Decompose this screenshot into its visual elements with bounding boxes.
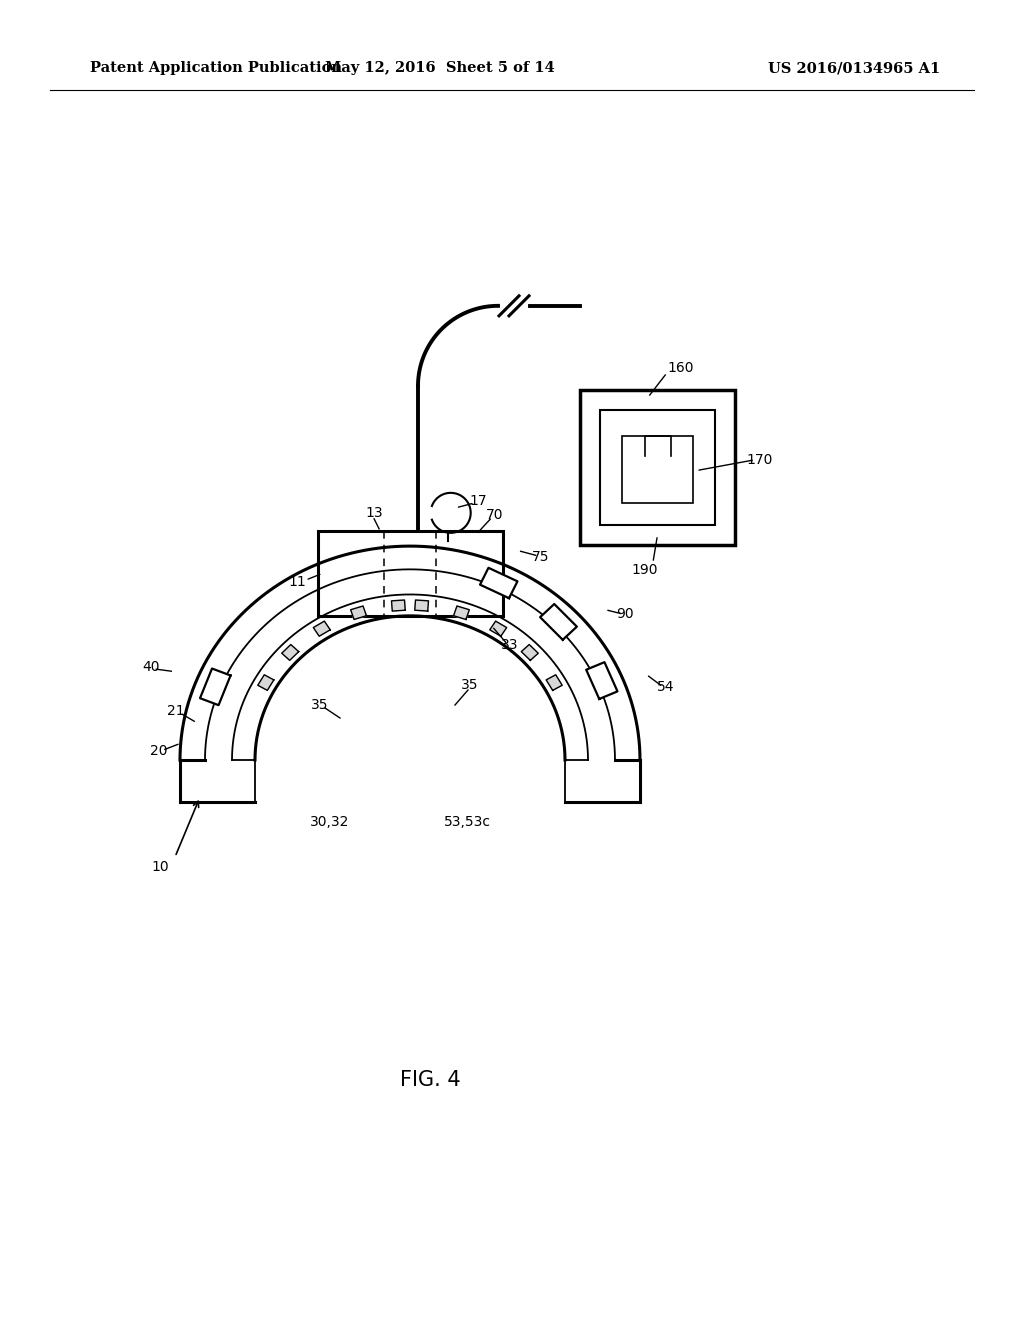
Polygon shape [391, 601, 406, 611]
Text: Patent Application Publication: Patent Application Publication [90, 61, 342, 75]
Text: 20: 20 [151, 744, 168, 759]
Text: 35: 35 [461, 678, 479, 692]
Text: 53,53c: 53,53c [444, 814, 490, 829]
Bar [600, 411, 715, 525]
Text: 21: 21 [168, 705, 185, 718]
Bar [317, 531, 503, 616]
Text: 17: 17 [470, 494, 487, 508]
Bar [580, 389, 735, 545]
Polygon shape [586, 663, 617, 700]
Text: May 12, 2016  Sheet 5 of 14: May 12, 2016 Sheet 5 of 14 [326, 61, 555, 75]
Text: 33: 33 [501, 639, 518, 652]
Polygon shape [313, 622, 330, 636]
Polygon shape [546, 675, 562, 690]
Text: 90: 90 [616, 607, 634, 622]
Text: FIG. 4: FIG. 4 [399, 1071, 461, 1090]
Text: 170: 170 [746, 453, 773, 467]
Polygon shape [540, 605, 577, 640]
Polygon shape [415, 601, 428, 611]
Text: 30,32: 30,32 [310, 814, 349, 829]
Polygon shape [489, 622, 507, 636]
Text: 160: 160 [668, 360, 694, 375]
Text: 11: 11 [289, 574, 306, 589]
Polygon shape [350, 606, 367, 619]
Polygon shape [258, 675, 273, 690]
Polygon shape [200, 668, 230, 705]
Text: 54: 54 [657, 680, 675, 694]
Text: 70: 70 [485, 508, 503, 523]
Text: 10: 10 [152, 861, 169, 874]
Text: 190: 190 [632, 564, 658, 577]
Text: 75: 75 [531, 550, 550, 564]
Text: 35: 35 [311, 698, 329, 711]
Polygon shape [454, 606, 469, 619]
Bar [622, 436, 693, 503]
Text: 40: 40 [142, 660, 160, 675]
Polygon shape [282, 644, 299, 660]
Text: US 2016/0134965 A1: US 2016/0134965 A1 [768, 61, 940, 75]
Polygon shape [521, 644, 539, 660]
Polygon shape [480, 568, 517, 598]
Text: 13: 13 [366, 506, 383, 520]
